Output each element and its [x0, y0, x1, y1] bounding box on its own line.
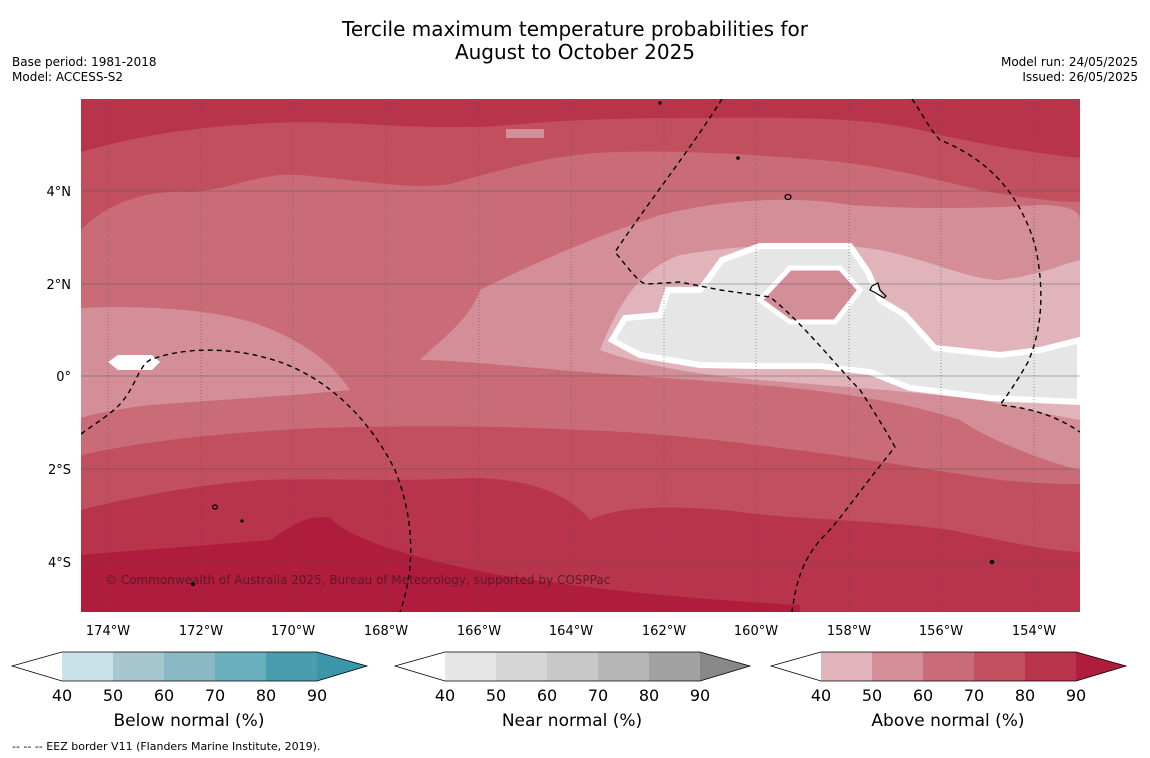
colorbar-tick: 40	[811, 686, 831, 705]
x-tick-label: 172°W	[179, 624, 223, 639]
band-west-50-60	[81, 307, 350, 418]
colorbar-tick: 90	[307, 686, 327, 705]
band-90-plus	[81, 517, 800, 612]
colorbar-segment	[821, 652, 872, 681]
island-7	[736, 156, 740, 160]
probability-field	[81, 99, 1080, 612]
colorbar-tick: 70	[964, 686, 984, 705]
y-tick-label: 4°N	[47, 185, 72, 200]
colorbar-segment	[1076, 652, 1126, 681]
colorbar-segment	[1025, 652, 1076, 681]
x-tick-label: 156°W	[919, 624, 963, 639]
colorbar-tick: 40	[435, 686, 455, 705]
colorbar-tick: 80	[1015, 686, 1035, 705]
y-tick-label: 0°	[56, 370, 71, 385]
small-patch-north	[506, 129, 544, 138]
colorbar-segment	[700, 652, 750, 681]
x-tick-label: 154°W	[1012, 624, 1056, 639]
eez-border-note: -- -- -- EEZ border V11 (Flanders Marine…	[12, 740, 321, 753]
colorbar-title: Near normal (%)	[502, 711, 642, 731]
y-tick-label: 4°S	[48, 556, 71, 571]
base-period: Base period: 1981-2018	[12, 55, 157, 69]
x-tick-label: 162°W	[642, 624, 686, 639]
island-4	[989, 559, 995, 565]
map-title: Tercile maximum temperature probabilitie…	[0, 18, 1150, 64]
colorbar-segment	[113, 652, 164, 681]
colorbar-tick: 80	[256, 686, 276, 705]
colorbar-tick: 40	[52, 686, 72, 705]
title-line-2: August to October 2025	[454, 40, 696, 64]
colorbar-segment	[266, 652, 317, 681]
colorbar-tick: 50	[103, 686, 123, 705]
y-tick-label: 2°S	[48, 463, 71, 478]
colorbar-segment	[649, 652, 700, 681]
island-3	[211, 504, 219, 510]
y-axis-labels: 4°N 2°N 0° 2°S 4°S	[47, 185, 72, 571]
colorbar-near-normal: 40 50 60 70 80 90 Near normal (%)	[393, 651, 752, 731]
colorbar-above-normal: 40 50 60 70 80 90 Above normal (%)	[769, 651, 1128, 731]
colorbar-tick: 50	[486, 686, 506, 705]
x-tick-label: 164°W	[549, 624, 593, 639]
colorbar-tick: 90	[1066, 686, 1086, 705]
copyright-text: © Commonwealth of Australia 2025, Bureau…	[105, 573, 610, 587]
colorbar-segment	[164, 652, 215, 681]
colorbar-segment	[974, 652, 1025, 681]
colorbar-title: Below normal (%)	[114, 711, 265, 731]
colorbar-tick: 70	[588, 686, 608, 705]
islands	[190, 101, 995, 587]
colorbar-segment	[598, 652, 649, 681]
colorbar-segment	[395, 652, 445, 681]
eez-borders	[81, 99, 1080, 612]
colorbar-below-normal: 40 50 60 70 80 90 Below normal (%)	[10, 651, 369, 731]
colorbar-tick: 70	[205, 686, 225, 705]
x-tick-label: 160°W	[734, 624, 778, 639]
colorbar-segment	[215, 652, 266, 681]
colorbar-segment	[923, 652, 974, 681]
latitude-gridlines	[81, 190, 1080, 563]
x-axis-labels: 174°W 172°W 170°W 168°W 166°W 164°W 162°…	[86, 624, 1056, 639]
y-tick-label: 2°N	[47, 278, 72, 293]
island-5	[240, 519, 244, 523]
colorbar-title: Above normal (%)	[871, 711, 1024, 731]
colorbar-segment	[445, 652, 496, 681]
colorbar-segment	[771, 652, 821, 681]
colorbar-segment	[12, 652, 62, 681]
island-6	[190, 581, 196, 587]
near-normal-region	[607, 243, 1080, 406]
x-tick-label: 168°W	[364, 624, 408, 639]
colorbar-tick: 80	[639, 686, 659, 705]
issued-date: Issued: 26/05/2025	[1022, 70, 1138, 84]
colorbar-segment	[872, 652, 923, 681]
colorbar-segment	[317, 652, 367, 681]
island-2	[869, 282, 887, 299]
meta-left: Base period: 1981-2018 Model: ACCESS-S2	[12, 55, 157, 85]
model-run: Model run: 24/05/2025	[1000, 55, 1138, 69]
above-normal-inlet	[756, 265, 864, 325]
colorbar-segment	[62, 652, 113, 681]
colorbar-segment	[547, 652, 598, 681]
colorbar-tick: 90	[690, 686, 710, 705]
x-tick-label: 174°W	[86, 624, 130, 639]
colorbar-tick: 60	[913, 686, 933, 705]
island-1	[784, 193, 792, 201]
meta-right: Model run: 24/05/2025 Issued: 26/05/2025	[1001, 55, 1138, 85]
island-8	[658, 101, 662, 105]
colorbars: 40 50 60 70 80 90 Below normal (%) 40 50…	[10, 651, 1128, 731]
colorbar-tick: 60	[537, 686, 557, 705]
colorbar-tick: 50	[862, 686, 882, 705]
title-line-1: Tercile maximum temperature probabilitie…	[342, 17, 808, 41]
model-name: Model: ACCESS-S2	[12, 70, 124, 84]
colorbar-segment	[496, 652, 547, 681]
x-tick-label: 166°W	[457, 624, 501, 639]
white-patch-west	[108, 355, 160, 370]
colorbar-tick: 60	[154, 686, 174, 705]
x-tick-label: 158°W	[827, 624, 871, 639]
x-tick-label: 170°W	[271, 624, 315, 639]
band-north-80-90	[81, 99, 1080, 158]
